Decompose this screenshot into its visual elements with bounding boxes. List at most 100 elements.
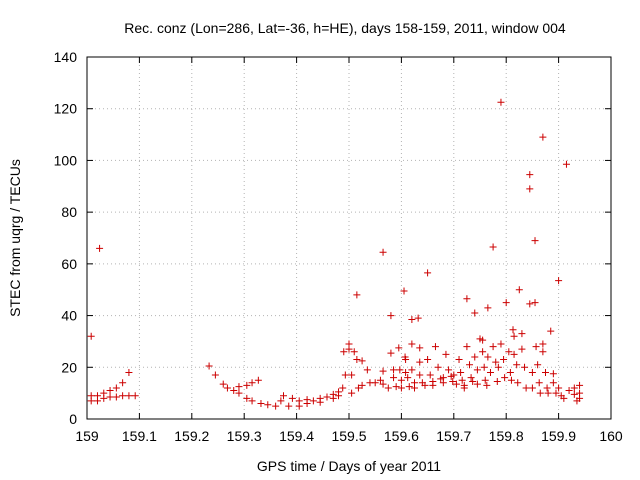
data-point [353, 291, 361, 299]
data-point [450, 371, 458, 379]
data-point [532, 343, 540, 351]
y-tick-label: 40 [61, 308, 77, 324]
data-point [96, 244, 104, 252]
data-point [125, 368, 133, 376]
data-point [106, 387, 114, 395]
data-point [544, 389, 552, 397]
data-point [521, 363, 529, 371]
data-point [340, 348, 348, 356]
data-point [471, 309, 479, 317]
data-point [526, 300, 534, 308]
data-point [434, 363, 442, 371]
data-point [243, 381, 251, 389]
data-point [387, 312, 395, 320]
data-point [303, 396, 311, 404]
data-point [316, 394, 324, 402]
data-point [414, 314, 422, 322]
data-point [402, 368, 410, 376]
chart-title: Rec. conz (Lon=286, Lat=-36, h=HE), days… [124, 20, 566, 36]
data-point [400, 287, 408, 295]
data-point [539, 133, 547, 141]
grid [87, 57, 611, 419]
data-point [570, 384, 578, 392]
data-point [431, 343, 439, 351]
data-point [484, 353, 492, 361]
data-point [510, 350, 518, 358]
data-point [497, 340, 505, 348]
data-point [562, 160, 570, 168]
data-point [390, 374, 398, 382]
data-point [481, 376, 489, 384]
data-point [379, 248, 387, 256]
data-point [376, 376, 384, 384]
data-point [501, 374, 509, 382]
data-point [536, 389, 544, 397]
data-point [87, 332, 95, 340]
data-point [552, 389, 560, 397]
y-tick-label: 100 [54, 152, 78, 168]
data-point [424, 269, 432, 277]
data-point [480, 363, 488, 371]
data-point [555, 277, 563, 285]
data-point [230, 387, 238, 395]
data-point [460, 384, 468, 392]
data-point [424, 356, 432, 364]
data-point [505, 348, 513, 356]
data-point [539, 348, 547, 356]
data-point [489, 343, 497, 351]
data-point [125, 392, 133, 400]
data-point [387, 349, 395, 357]
x-tick-label: 159.6 [384, 428, 419, 444]
data-point [457, 368, 465, 376]
data-point [353, 356, 361, 364]
data-point [479, 348, 487, 356]
data-point [455, 356, 463, 364]
data-point [570, 390, 578, 398]
data-point [392, 383, 400, 391]
axis-ticks [86, 56, 612, 420]
data-point [371, 379, 379, 387]
data-point [119, 392, 127, 400]
data-point [408, 366, 416, 374]
data-points [87, 98, 584, 410]
data-point [442, 350, 450, 358]
data-point [494, 363, 502, 371]
data-point [429, 381, 437, 389]
data-point [473, 380, 481, 388]
data-point [458, 376, 466, 384]
y-tick-label: 140 [54, 49, 78, 65]
data-point [211, 371, 219, 379]
data-point [513, 361, 521, 369]
data-point [473, 366, 481, 374]
data-point [489, 243, 497, 251]
data-point [408, 315, 416, 323]
data-point [345, 345, 353, 353]
data-point [539, 340, 547, 348]
data-point [509, 326, 517, 334]
data-point [514, 379, 522, 387]
data-point [492, 358, 500, 366]
data-point [531, 299, 539, 307]
data-point [469, 378, 477, 386]
data-point [528, 384, 536, 392]
data-point [363, 366, 371, 374]
data-point [463, 295, 471, 303]
x-tick-label: 159.1 [122, 428, 157, 444]
data-point [87, 397, 95, 405]
x-tick-label: 159.7 [436, 428, 471, 444]
data-point [335, 388, 343, 396]
data-point [323, 393, 331, 401]
x-tick-label: 159 [75, 428, 99, 444]
data-point [272, 402, 280, 410]
data-point [576, 381, 584, 389]
data-point [467, 374, 475, 382]
data-point [506, 368, 514, 376]
y-tick-label: 0 [69, 411, 77, 427]
data-point [397, 376, 405, 384]
data-point [497, 98, 505, 106]
data-point [439, 379, 447, 387]
data-point [396, 366, 404, 374]
x-tick-label: 159.3 [227, 428, 262, 444]
data-point [280, 392, 287, 400]
